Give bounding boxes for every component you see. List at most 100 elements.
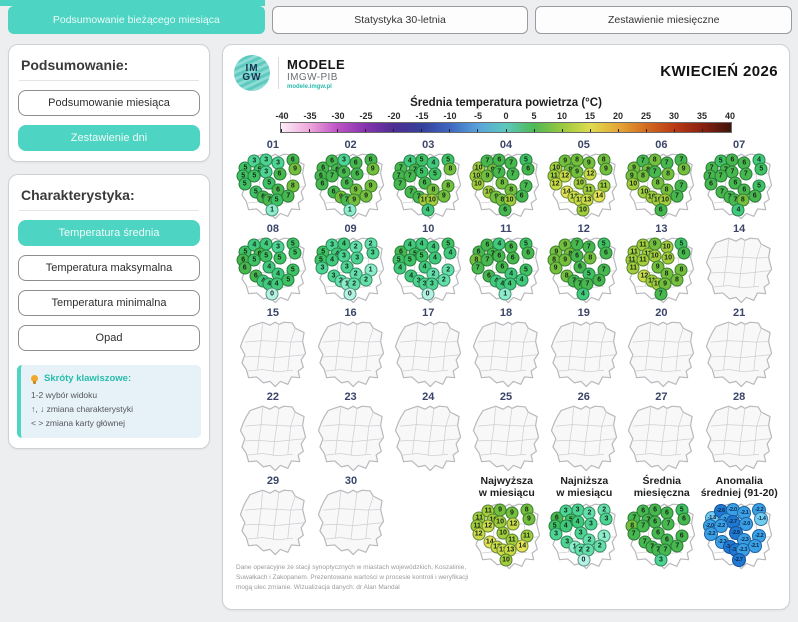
station-value: 4 [731,203,745,217]
button-opad[interactable]: Opad [18,325,200,351]
day-map-07[interactable]: 07 756645777776657677864 [700,139,778,223]
poland-map: 11119989101011121212101114111313131410 [470,501,544,571]
poland-map [702,319,776,389]
day-map-21[interactable]: 21 [700,307,778,391]
station-value: 8 [443,162,457,176]
poland-map [236,319,310,389]
station-value: 7 [627,527,641,541]
day-map-06[interactable]: 06 97877987988108710810101076 [623,139,701,223]
station-value: 5 [754,162,768,176]
day-label: 30 [344,475,358,487]
poland-outline [628,405,695,472]
station-value: 4 [428,251,442,265]
poland-map: 544355656556456444450 [236,235,310,305]
poland-map [702,235,776,305]
day-map-20[interactable]: 20 [623,307,701,391]
poland-map [391,403,465,473]
day-map-17[interactable]: 17 [389,307,467,391]
button-zestawienie-dni[interactable]: Zestawienie dni [18,125,200,151]
station-value: 3 [366,246,380,260]
button-temperatura-maksymalna[interactable]: Temperatura maksymalna [18,255,200,281]
day-map-29[interactable]: 29 [234,475,312,559]
poland-outline [239,321,306,388]
day-map-10[interactable]: 10 644454555544424233320 [389,223,467,307]
day-map-13[interactable]: 13 111191056111011111011981281110987 [623,223,701,307]
station-value: 7 [714,169,728,183]
day-map-16[interactable]: 16 [312,307,390,391]
poland-map: 10989899911121212101114111313131410 [547,151,621,221]
button-podsumowanie-miesiaca[interactable]: Podsumowanie miesiąca [18,90,200,116]
legend-tick: 0 [503,111,509,121]
day-map-01[interactable]: 01 533369535565585667571 [234,139,312,223]
station-value: 12 [472,527,486,541]
day-map-24[interactable]: 24 [389,391,467,475]
shortcuts-title: Skróty klawiszowe: [44,373,132,384]
day-map-09[interactable]: 09 534223435433313221220 [312,223,390,307]
station-value: 7 [480,253,494,267]
day-map-03[interactable]: 03 74545875775768787101094 [389,139,467,223]
poland-outline [705,237,773,304]
poland-map [236,487,310,557]
day-map-27[interactable]: 27 [623,391,701,475]
poland-outline [239,489,307,556]
logo-subtitle: IMGW-PIB [287,71,338,83]
day-map-14[interactable]: 14 [700,223,778,307]
legend-tick: 20 [612,111,623,121]
shortcut-line: 1-2 wybór widoku [31,390,98,400]
temperature-legend: Średnia temperatura powietrza (°C) -40 -3… [268,97,744,133]
day-map-15[interactable]: 15 [234,307,312,391]
day-label: 09 [344,223,357,235]
day-map-11[interactable]: 11 664656768767656444441 [467,223,545,307]
station-value: 6 [238,261,252,275]
station-value: 14 [515,539,529,553]
day-map-23[interactable]: 23 [312,391,390,475]
day-map-28[interactable]: 28 [700,391,778,475]
day-map-12[interactable]: 12 997756868989678577764 [545,223,623,307]
tab-monthly-summary[interactable]: Zestawienie miesięczne [535,6,793,34]
legend-tick: 30 [668,111,679,121]
imgw-logo: IM GW MODELE IMGW-PIB modele.imgw.pl [234,55,345,91]
station-value: 1 [343,203,357,217]
station-value: 11 [626,261,640,275]
station-value: 6 [521,162,535,176]
tab-current-month-summary[interactable]: Podsumowanie bieżącego miesiąca [8,6,265,34]
day-map-26[interactable]: 26 [545,391,623,475]
day-map-22[interactable]: 22 [234,391,312,475]
day-map-05[interactable]: 05 10989899911121212101114111313131410 [545,139,623,223]
station-value: 9 [359,189,373,203]
station-value: -1.4 [754,512,769,527]
legend-tick: -40 [275,111,289,121]
main-tabbar: Podsumowanie bieżącego miesiąca Statysty… [8,6,793,34]
poland-map: 766656768777667677773 [625,501,699,571]
poland-outline [472,321,540,388]
shortcuts-title-row: Skróty klawiszowe: [31,373,191,384]
poland-outline [705,405,773,472]
station-value: 7 [506,167,520,181]
imgw-logo-icon: IM GW [234,55,270,91]
day-map-04[interactable]: 04 10767569710971087108981066 [467,139,545,223]
poland-map [314,403,388,473]
day-map-25[interactable]: 25 [467,391,545,475]
day-map-08[interactable]: 08 544355656556456444450 [234,223,312,307]
data-source-footnote: Dane operacyjne ze stacji synoptycznych … [236,564,469,592]
day-label: 25 [499,391,513,403]
day-label: 27 [655,391,668,403]
day-map-18[interactable]: 18 [467,307,545,391]
station-value: 6 [521,246,535,260]
poland-outline [550,321,617,388]
button-temperatura-srednia[interactable]: Temperatura średnia [18,220,200,246]
tab-30-year-statistics[interactable]: Statystyka 30-letnia [271,6,529,34]
day-map-19[interactable]: 19 [545,307,623,391]
button-temperatura-minimalna[interactable]: Temperatura minimalna [18,290,200,316]
day-map-30[interactable]: 30 [312,475,390,559]
station-value: 7 [403,169,417,183]
day-map-02[interactable]: 02 663669666766696997991 [312,139,390,223]
station-value: 5 [428,167,442,181]
station-value: 12 [481,519,495,533]
lightbulb-icon [31,375,38,384]
day-label: 03 [422,139,435,151]
day-label: 28 [733,391,746,403]
legend-tick: 15 [584,111,595,121]
station-value: 6 [273,167,286,181]
day-label: 07 [733,139,746,151]
